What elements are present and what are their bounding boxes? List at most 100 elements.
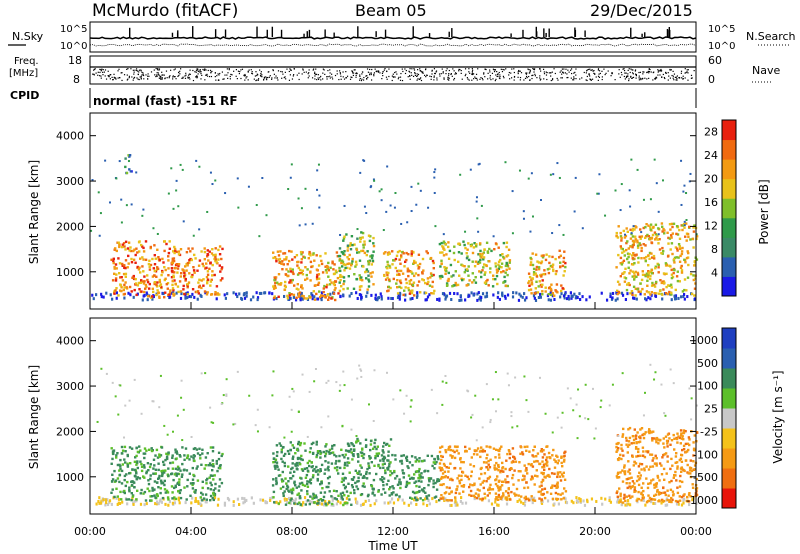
freq-dot [324,73,326,76]
freq-dot [631,69,633,71]
freq-dot [603,68,605,70]
sparse-cell [623,233,626,236]
freq-dot [605,72,607,74]
ground-scatter-cell [407,503,410,507]
echo-cell [128,168,131,171]
echo-cell [371,271,374,274]
echo-cell [157,462,160,465]
echo-cell [518,461,521,464]
freq-dot [244,73,246,76]
freq-dot [208,75,211,78]
freq-dot [329,75,331,77]
echo-cell [384,278,388,281]
echo-cell [531,252,534,255]
echo-cell [641,270,644,273]
freq-dot [133,71,135,73]
sparse-cell [372,178,375,181]
echo-cell [192,482,195,485]
echo-cell [336,466,339,469]
freq-dot [628,68,630,70]
echo-cell [439,446,442,449]
echo-cell [131,495,134,498]
ground-scatter-cell [121,500,124,504]
echo-cell [440,458,443,462]
ground-scatter-cell [428,502,431,506]
echo-cell [113,265,116,269]
freq-dot [394,71,396,74]
ground-scatter-cell [397,293,400,297]
freq-dot [519,70,521,72]
freq-dot [533,68,535,70]
echo-cell [195,290,198,293]
echo-cell [554,460,557,463]
echo-cell [367,280,371,283]
echo-cell [504,467,507,471]
echo-cell [499,258,502,262]
echo-cell [627,266,630,269]
echo-cell [276,250,280,253]
echo-cell [324,445,327,448]
freq-dot [291,78,294,80]
freq-dot [140,77,142,79]
echo-cell [633,240,636,243]
freq-dot [359,75,361,77]
freq-dot [588,73,590,75]
ground-scatter-cell [539,292,542,296]
echo-cell [206,452,209,455]
nave-tick-low: 0 [708,73,715,86]
echo-cell [367,260,370,263]
freq-dot [284,76,286,78]
freq-dot [618,69,620,71]
echo-cell [206,487,210,490]
echo-cell [496,282,499,286]
ground-scatter-cell [292,295,296,299]
echo-cell [551,255,554,259]
sparse-cell [551,232,554,235]
freq-dot [158,69,160,71]
echo-cell [146,280,150,284]
echo-cell [392,277,395,281]
echo-cell [670,268,673,272]
echo-cell [326,283,329,287]
freq-dot [552,78,554,80]
echo-cell [694,263,697,266]
echo-cell [461,264,464,267]
echo-cell [534,253,538,256]
echo-cell [286,297,290,300]
echo-cell [219,467,222,470]
echo-cell [367,234,371,237]
echo-cell [123,445,127,449]
echo-cell [544,462,547,466]
echo-cell [301,269,304,272]
echo-cell [118,244,121,247]
echo-cell [537,266,541,269]
echo-cell [147,482,151,486]
freq-dot [359,79,361,81]
echo-cell [489,271,492,274]
echo-cell [171,491,174,494]
echo-cell [471,484,474,487]
echo-cell [438,462,442,465]
echo-cell [336,276,340,280]
echo-cell [494,498,497,501]
ground-scatter-cell [677,296,680,300]
freq-dot [155,68,157,70]
echo-cell [444,242,447,246]
echo-cell [164,458,167,462]
echo-cell [447,277,450,281]
colorbar-swatch [722,178,736,199]
ground-scatter-cell [261,498,265,502]
echo-cell [163,249,166,253]
echo-cell [302,255,305,258]
echo-cell [275,477,278,480]
echo-cell [289,499,292,502]
echo-cell [672,222,676,225]
ground-scatter-cell [160,500,163,504]
echo-cell [388,252,391,255]
echo-cell [196,269,199,272]
ground-scatter-cell [600,496,603,500]
freq-dot [448,77,450,79]
echo-cell [306,469,310,473]
echo-cell [389,286,392,290]
freq-dot [672,77,674,79]
